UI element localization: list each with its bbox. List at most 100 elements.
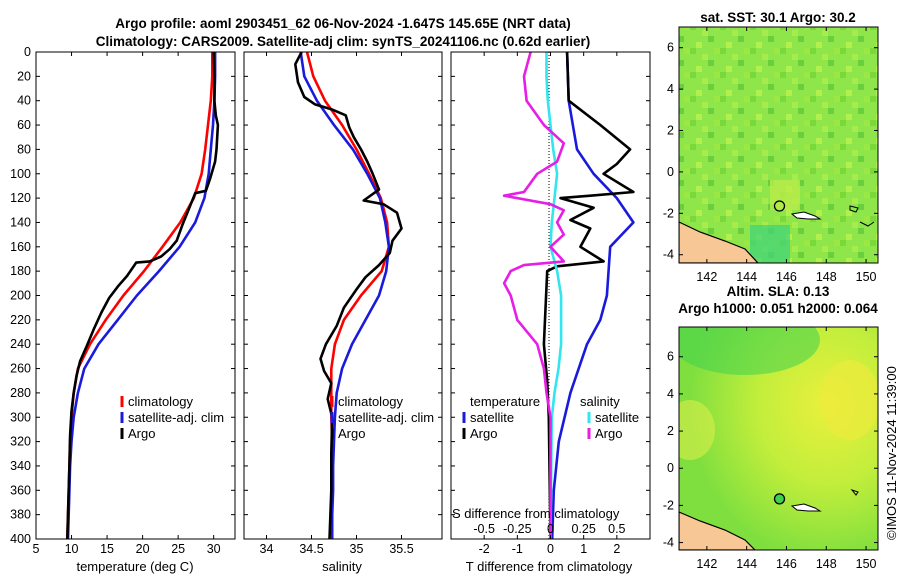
sst-map-frame: [678, 26, 879, 264]
sst-islet-2: [859, 221, 875, 227]
depth-tick-label: 380: [10, 508, 31, 522]
depth-tick-label: 200: [10, 289, 31, 303]
diff-salinity-satellite-line: [545, 52, 563, 539]
s-tick-label: 0: [547, 522, 554, 536]
depth-tick-label: 40: [17, 94, 31, 108]
temperature-climatology-line: [66, 52, 214, 539]
x-tick-label: 20: [136, 542, 150, 556]
legend-t-argo: Argo: [470, 426, 497, 441]
salinity-satellite-adj-clim-line: [299, 52, 391, 539]
depth-tick-label: 60: [17, 118, 31, 132]
depth-tick-label: 120: [10, 191, 31, 205]
depth-tick-label: 20: [17, 69, 31, 83]
sst-cool-patch: [750, 225, 790, 263]
depth-tick-label: 180: [10, 264, 31, 278]
depth-tick-label: 320: [10, 435, 31, 449]
legend-argo-s: Argo: [338, 426, 365, 441]
x-tick-label: 25: [171, 542, 185, 556]
depth-tick-label: 300: [10, 410, 31, 424]
map-x-tick-label: 148: [816, 557, 837, 571]
legend-s-argo: Argo: [595, 426, 622, 441]
map-x-tick-label: 150: [856, 557, 877, 571]
salinity-legend: climatology satellite-adj. clim Argo: [330, 394, 434, 441]
sst-field: [679, 27, 878, 263]
x-tick-label: 1: [580, 542, 587, 556]
difference-panel: -2 -1 0 1 2 -0.5 -0.25 0 0.25 0.5 S difference f…: [450, 51, 651, 574]
legend-satellite: satellite-adj. clim: [128, 410, 224, 425]
depth-tick-label: 100: [10, 167, 31, 181]
legend-s-satellite: satellite: [595, 410, 639, 425]
depth-tick-label: 0: [24, 45, 31, 59]
map-x-tick-label: 142: [696, 270, 717, 284]
s-tick-label: 0.25: [571, 522, 595, 536]
difference-legend: temperature satellite Argo salinity sate…: [462, 394, 639, 441]
map-y-tick-label: 0: [667, 461, 674, 475]
s-tick-label: 0.5: [608, 522, 625, 536]
map-y-tick-label: -4: [663, 536, 674, 550]
x-tick-label: 35: [350, 542, 364, 556]
map-x-tick-label: 146: [776, 270, 797, 284]
depth-tick-label: 80: [17, 142, 31, 156]
x-tick-label: 2: [613, 542, 620, 556]
map-x-tick-label: 146: [776, 557, 797, 571]
depth-tick-label: 400: [10, 532, 31, 546]
depth-tick-label: 160: [10, 240, 31, 254]
sla-land: [679, 511, 756, 550]
map-x-tick-label: 144: [736, 270, 757, 284]
map-x-tick-label: 144: [736, 557, 757, 571]
x-tick-label: 15: [100, 542, 114, 556]
map-y-tick-label: -4: [663, 248, 674, 262]
depth-tick-label: 220: [10, 313, 31, 327]
temperature-legend: climatology satellite-adj. clim Argo: [120, 394, 224, 441]
map-x-tick-label: 150: [856, 270, 877, 284]
x-tick-label: 5: [33, 542, 40, 556]
map-y-tick-label: 6: [667, 41, 674, 55]
sla-islet: [850, 488, 859, 496]
sst-land: [679, 221, 759, 263]
map-y-tick-label: 6: [667, 350, 674, 364]
sla-high-blob: [679, 400, 715, 460]
sla-island: [790, 503, 822, 512]
x-tick-label: 34.5: [299, 542, 323, 556]
s-difference-label: S difference from climatology: [452, 506, 620, 521]
diff-salinity-argo-line: [502, 52, 566, 539]
diff-temperature-satellite-line: [550, 52, 635, 539]
sst-argo-marker: [773, 200, 786, 212]
legend-satellite-s: satellite-adj. clim: [338, 410, 434, 425]
x-tick-label: 35.5: [389, 542, 413, 556]
depth-tick-label: 280: [10, 386, 31, 400]
legend-temperature-heading: temperature: [470, 394, 540, 409]
x-tick-label: 34: [260, 542, 274, 556]
s-tick-label: -0.5: [473, 522, 495, 536]
sla-map-title-2: Argo h1000: 0.051 h2000: 0.064: [678, 301, 878, 316]
title-line-1: Argo profile: aoml 2903451_62 06-Nov-202…: [115, 16, 570, 31]
depth-tick-label: 360: [10, 483, 31, 497]
sla-map: Altim. SLA: 0.13 Argo h1000: 0.051 h2000…: [663, 284, 879, 571]
temperature-xlabel: temperature (deg C): [76, 559, 193, 574]
map-x-tick-label: 142: [696, 557, 717, 571]
map-y-tick-label: 0: [667, 165, 674, 179]
map-y-tick-label: 2: [667, 424, 674, 438]
sst-map-title: sat. SST: 30.1 Argo: 30.2: [700, 10, 856, 25]
map-y-tick-label: -2: [663, 206, 674, 220]
depth-tick-label: 340: [10, 459, 31, 473]
temperature-satellite-adj-clim-line: [66, 52, 217, 539]
sla-argo-marker: [773, 493, 786, 505]
legend-salinity-heading: salinity: [580, 394, 620, 409]
sst-island: [790, 211, 822, 220]
sla-high-blob-2: [820, 360, 878, 440]
map-x-tick-label: 148: [816, 270, 837, 284]
temperature-panel: 5 10 15 20 25 30 0 20 40 60 80 100 120 140 160 180 200 2…: [10, 45, 236, 574]
sst-map: sat. SST: 30.1 Argo: 30.2 142 144 146 148 15…: [663, 10, 879, 284]
depth-tick-label: 140: [10, 215, 31, 229]
depth-tick-label: 240: [10, 337, 31, 351]
x-tick-label: 0: [547, 542, 554, 556]
sla-map-title-1: Altim. SLA: 0.13: [727, 284, 830, 299]
sla-low-blob: [679, 327, 820, 375]
map-y-tick-label: 2: [667, 124, 674, 138]
x-tick-label: 30: [207, 542, 221, 556]
sst-islet: [849, 205, 859, 213]
map-y-tick-label: 4: [667, 387, 674, 401]
salinity-xlabel: salinity: [322, 559, 362, 574]
temperature-argo-line: [66, 52, 220, 539]
